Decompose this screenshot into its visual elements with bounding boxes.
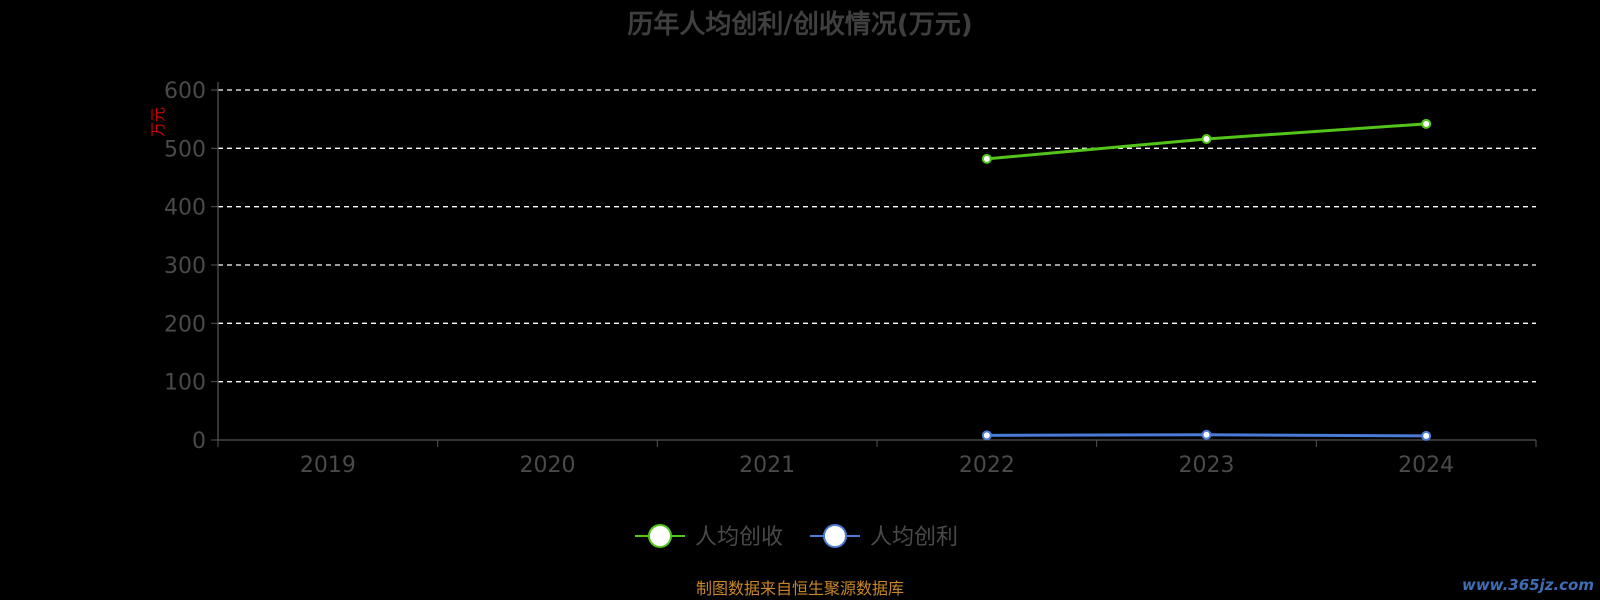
data-point-0-2023[interactable] (1201, 134, 1212, 144)
x-tick-label-2021: 2021 (739, 453, 795, 478)
series (981, 118, 1432, 441)
legend-item-0[interactable]: 人均创收 (635, 524, 783, 550)
x-tick-label-2022: 2022 (959, 453, 1015, 478)
x-tick-label-2020: 2020 (520, 453, 576, 478)
y-tick-label-600: 600 (164, 79, 206, 104)
y-tick-label-500: 500 (164, 137, 206, 162)
legend-label: 人均创收 (695, 525, 783, 550)
legend-label: 人均创利 (870, 525, 958, 550)
chart-title: 历年人均创利/创收情况(万元) (627, 9, 972, 40)
y-tick-label-300: 300 (164, 254, 206, 279)
y-axis-unit: 万元 (149, 107, 167, 137)
watermark: www.365jz.com (1462, 576, 1594, 594)
data-point-1-2024[interactable] (1421, 430, 1432, 441)
data-point-1-2022[interactable] (981, 430, 992, 441)
data-point-1-2023[interactable] (1201, 429, 1212, 440)
x-tick-label-2024: 2024 (1398, 453, 1454, 478)
legend-item-1[interactable]: 人均创利 (810, 524, 958, 550)
legend-marker (648, 524, 672, 548)
data-point-0-2024[interactable] (1421, 118, 1432, 129)
y-tick-label-100: 100 (164, 371, 206, 396)
data-point-0-2022[interactable] (981, 153, 992, 164)
axes (211, 82, 1537, 447)
legend[interactable]: 人均创收 人均创利 (635, 524, 958, 550)
y-tick-label-400: 400 (164, 196, 206, 221)
y-tick-label-200: 200 (164, 312, 206, 337)
x-tick-label-2023: 2023 (1179, 453, 1235, 478)
legend-marker (823, 524, 847, 548)
tick-labels: 0 100 200 300 400 500 600 2019 2020 2021 2022 2023 2… (164, 79, 1454, 478)
data-source-note: 制图数据来自恒生聚源数据库 (696, 579, 904, 598)
y-tick-label-0: 0 (192, 429, 206, 454)
grid (218, 89, 1536, 383)
x-tick-label-2019: 2019 (300, 453, 356, 478)
